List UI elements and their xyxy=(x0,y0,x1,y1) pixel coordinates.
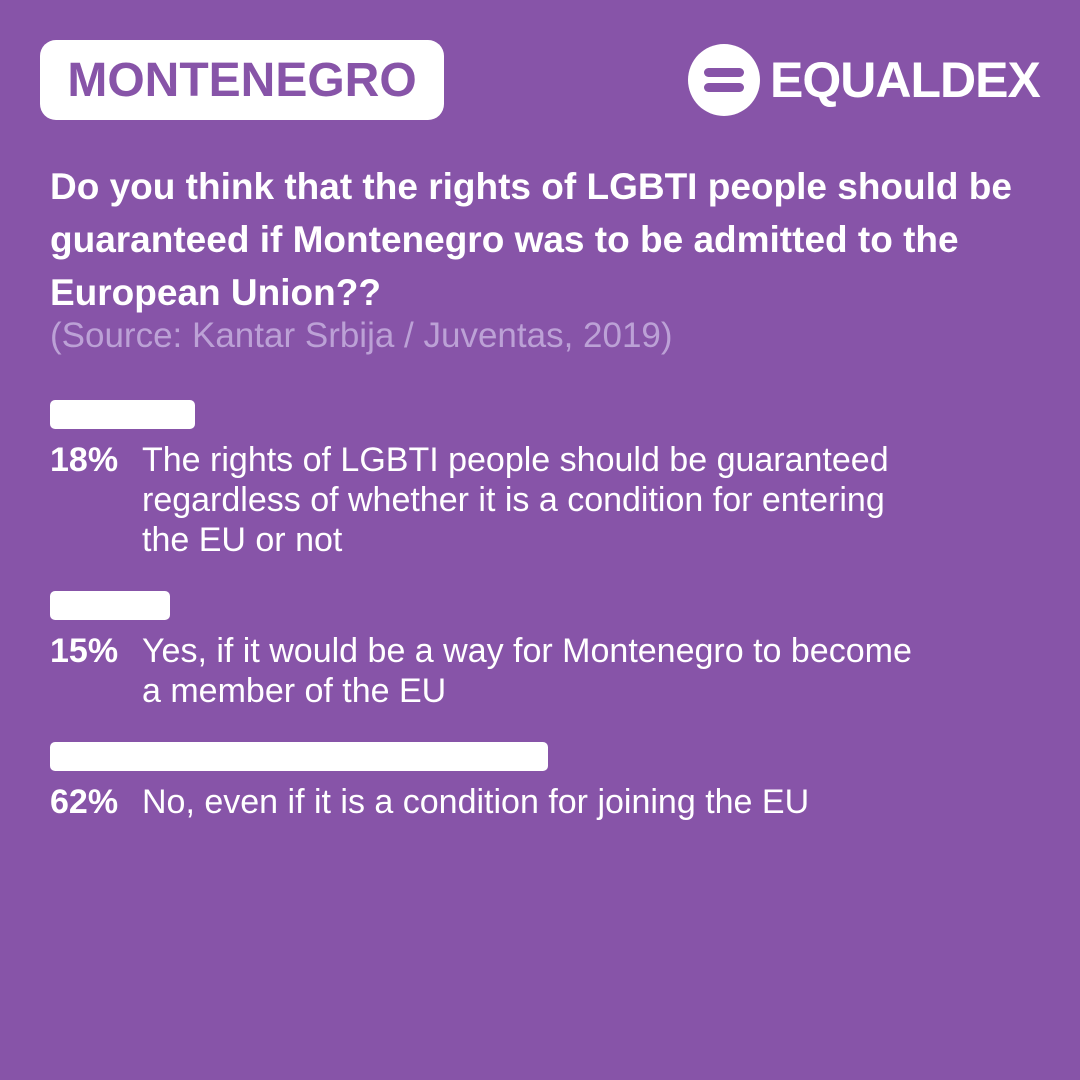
bar-item: 18% The rights of LGBTI people should be … xyxy=(50,400,1030,560)
value-label: 18% xyxy=(50,441,119,479)
bar-label-row: 18% The rights of LGBTI people should be … xyxy=(50,440,1030,560)
bar xyxy=(50,742,548,771)
value-label: 15% xyxy=(50,632,119,670)
country-badge: MONTENEGRO xyxy=(40,40,444,120)
logo-icon xyxy=(688,44,760,116)
bars: 18% The rights of LGBTI people should be … xyxy=(50,400,1030,853)
brand: EQUALDEX xyxy=(770,52,1041,108)
chart-title: Do you think that the rights of LGBTI pe… xyxy=(50,166,1012,313)
logo: EQUALDEX xyxy=(688,44,1041,116)
category-label: No, even if it is a condition for joinin… xyxy=(142,783,810,821)
category-label: Yes, if it would be a way for Montenegro… xyxy=(142,632,912,710)
chart-subtitle: (Source: Kantar Srbija / Juventas, 2019) xyxy=(50,316,673,355)
bar xyxy=(50,591,171,620)
bar-label-row: 15% Yes, if it would be a way for Montene… xyxy=(50,631,1030,711)
value-label: 62% xyxy=(50,783,119,821)
bar-label-row: 62% No, even if it is a condition for joi… xyxy=(50,782,1030,822)
category-label: The rights of LGBTI people should be gua… xyxy=(142,441,889,559)
bar-item: 15% Yes, if it would be a way for Montene… xyxy=(50,591,1030,711)
bar-item: 62% No, even if it is a condition for joi… xyxy=(50,742,1030,822)
bar xyxy=(50,400,195,429)
